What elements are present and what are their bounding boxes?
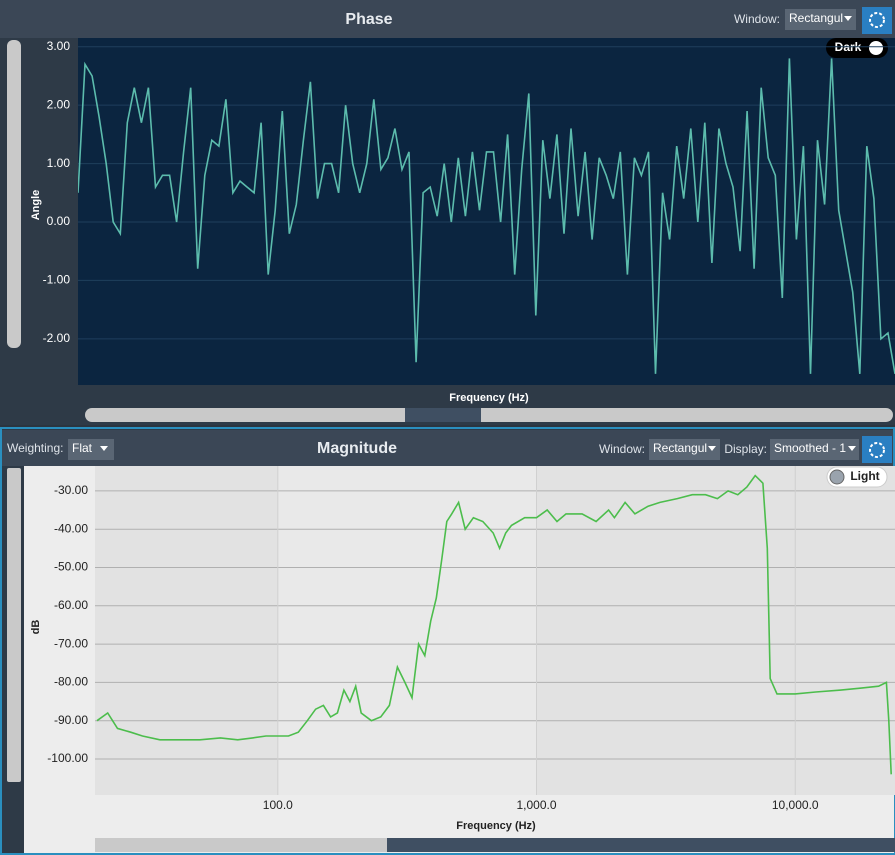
y-tick-label: -80.00 xyxy=(54,675,88,689)
x-axis-label: Frequency (Hz) xyxy=(449,392,529,404)
settings-button[interactable] xyxy=(862,7,892,34)
y-slider[interactable] xyxy=(7,40,21,348)
y-tick-label: -1.00 xyxy=(43,273,71,287)
y-tick-label: -100.00 xyxy=(47,751,88,765)
phase-title: Phase xyxy=(345,11,392,28)
weighting-value: Flat xyxy=(72,441,93,455)
dropdown-arrow xyxy=(848,446,856,451)
display-dropdown[interactable] xyxy=(770,439,859,460)
toggle-knob xyxy=(869,41,883,55)
y-axis-label: dB xyxy=(30,620,42,635)
magnitude-header xyxy=(2,430,893,466)
theme-label: Light xyxy=(850,469,879,483)
dropdown-arrow xyxy=(844,16,852,21)
x-axis-label: Frequency (Hz) xyxy=(456,820,536,832)
y-axis-label: Angle xyxy=(30,190,42,221)
x-scroll-thumb[interactable] xyxy=(95,838,387,852)
y-tick-label: 3.00 xyxy=(47,39,71,53)
gear-icon xyxy=(869,12,885,28)
y-tick-label: -90.00 xyxy=(54,713,88,727)
y-tick-label: 0.00 xyxy=(47,214,71,228)
x-scroll-thumb[interactable] xyxy=(405,408,481,422)
x-tick-label: 100.0 xyxy=(263,798,293,812)
y-tick-label: -40.00 xyxy=(54,521,88,535)
weighting-label: Weighting: xyxy=(7,441,63,455)
window-dropdown[interactable] xyxy=(649,439,720,460)
x-tick-label: 10,000.0 xyxy=(772,798,819,812)
y-tick-label: -60.00 xyxy=(54,598,88,612)
settings-button[interactable] xyxy=(862,436,892,463)
dropdown-arrow xyxy=(708,446,716,451)
dropdown-arrow xyxy=(100,446,108,451)
magnitude-title: Magnitude xyxy=(317,440,397,457)
window-label: Window: xyxy=(734,12,780,26)
data-line xyxy=(78,58,895,375)
display-label: Display: xyxy=(724,442,767,456)
y-tick-label: 2.00 xyxy=(47,97,71,111)
y-slider[interactable] xyxy=(7,468,21,782)
data-line xyxy=(96,474,892,775)
display-value: Smoothed - 1 xyxy=(774,441,846,455)
y-tick-label: -2.00 xyxy=(43,331,71,345)
toggle-knob xyxy=(829,469,845,485)
x-scrollbar[interactable] xyxy=(85,408,893,422)
weighting-dropdown[interactable] xyxy=(68,439,114,460)
phase-plot xyxy=(78,38,895,385)
x-tick-label: 1,000.0 xyxy=(517,798,557,812)
y-tick-label: 1.00 xyxy=(47,156,71,170)
gear-icon xyxy=(869,442,885,458)
y-tick-label: -30.00 xyxy=(54,483,88,497)
window-value: Rectangul xyxy=(789,11,843,25)
y-tick-label: -50.00 xyxy=(54,560,88,574)
window-dropdown[interactable] xyxy=(785,9,856,30)
y-tick-label: -70.00 xyxy=(54,636,88,650)
window-label: Window: xyxy=(599,442,645,456)
window-value: Rectangul xyxy=(653,441,707,455)
phase-header xyxy=(0,0,895,38)
decade-band xyxy=(278,466,537,795)
